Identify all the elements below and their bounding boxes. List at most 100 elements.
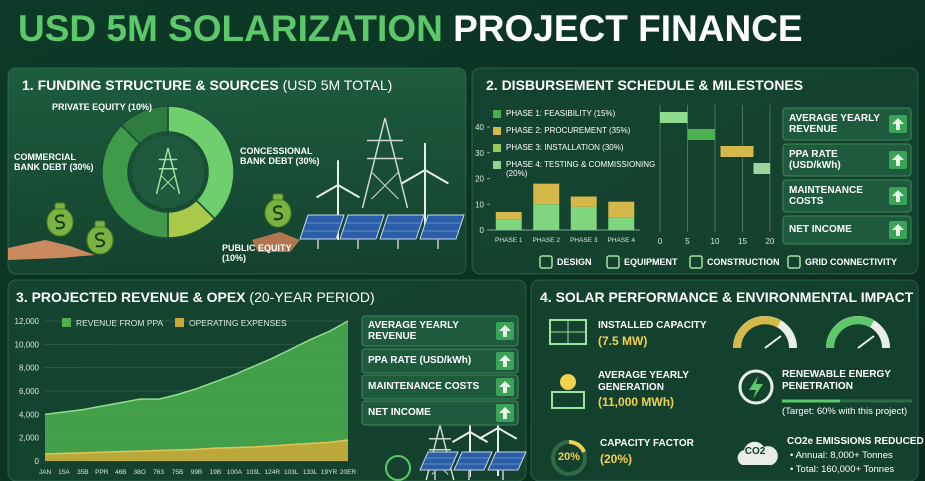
x-tick-label: 133L xyxy=(303,469,318,476)
y-tick-label: 10 xyxy=(475,200,484,209)
x-tick-label: 103L xyxy=(246,469,261,476)
metric-value: (7.5 MW) xyxy=(598,334,648,348)
donut-center xyxy=(132,136,204,208)
x-tick-label: 19YR xyxy=(321,469,338,476)
up-arrow xyxy=(892,154,904,166)
card xyxy=(361,315,519,347)
heading-note: (20-YEAR PERIOD) xyxy=(249,289,375,305)
gauge-fill xyxy=(826,316,874,349)
card xyxy=(782,107,912,141)
card xyxy=(782,215,912,245)
y-tick-label: 0 xyxy=(480,226,485,235)
bar-segment xyxy=(495,219,522,230)
donut-segment xyxy=(167,105,235,220)
milestone-label: DESIGN xyxy=(557,257,592,267)
donut-label: PRIVATE EQUITY (10%) xyxy=(52,102,153,112)
legend-swatch xyxy=(493,110,501,118)
sun-panel xyxy=(551,391,585,409)
card-label: PPA RATE (USD/kWh) xyxy=(368,355,472,367)
donut-segment xyxy=(120,105,169,145)
pylon xyxy=(155,147,181,195)
metric-value: (20%) xyxy=(600,452,633,466)
icon-label: CO2 xyxy=(744,446,766,457)
metric-label: CO2e EMISSIONS REDUCED xyxy=(787,436,924,447)
solar-panel xyxy=(299,214,345,240)
legend-label: PHASE 4: TESTING & COMMISSIONING (20%) xyxy=(506,160,656,179)
x-tick-label: 100A xyxy=(227,469,243,476)
milestone-label: GRID CONNECTIVITY xyxy=(805,257,898,267)
milestone-icon xyxy=(787,255,801,269)
x-tick-label: PHASE 1 xyxy=(495,237,523,244)
y-tick-label: 4,000 xyxy=(19,410,40,419)
x-tick-label: 10 xyxy=(711,237,720,246)
bar-segment xyxy=(533,204,560,230)
milestone-icon xyxy=(689,255,703,269)
ring-arc xyxy=(568,439,586,453)
y-tick-label: 6,000 xyxy=(19,387,40,396)
area-fill xyxy=(45,321,348,461)
hand xyxy=(252,232,300,252)
donut-segment xyxy=(101,124,169,239)
bar-segment xyxy=(570,196,597,207)
heading: 3. PROJECTED REVENUE & OPEX xyxy=(16,289,246,305)
heading: 2. DISBURSEMENT SCHEDULE & MILESTONES xyxy=(486,77,804,93)
x-tick-label: PHASE 2 xyxy=(533,237,561,244)
hand xyxy=(8,240,95,260)
y-tick-label: 12,000 xyxy=(15,317,40,326)
heading: 4. SOLAR PERFORMANCE & ENVIRONMENTAL IMP… xyxy=(540,289,914,305)
bar-segment xyxy=(570,206,597,230)
title-accent: USD 5M SOLARIZATION xyxy=(18,8,443,49)
y-tick-label: 30 xyxy=(475,149,484,158)
y-tick-label: 40 xyxy=(475,123,484,132)
card-label: PPA RATE (USD/kWh) xyxy=(789,148,841,172)
gauge-fill xyxy=(733,316,781,349)
legend-label: PHASE 1: FEASIBILITY (15%) xyxy=(506,109,616,118)
card xyxy=(361,348,519,374)
up-arrow xyxy=(499,381,511,393)
x-tick-label: 5 xyxy=(685,237,690,246)
x-tick-label: 763 xyxy=(153,469,164,476)
donut-label: PUBLIC EQUITY (10%) xyxy=(222,243,292,264)
section-heading: 3. PROJECTED REVENUE & OPEX (20-YEAR PER… xyxy=(16,289,375,305)
bar-segment xyxy=(533,183,560,205)
area-fill xyxy=(45,440,348,461)
card xyxy=(782,179,912,213)
card-label: MAINTENANCE COSTS xyxy=(789,184,863,208)
milestone-icon xyxy=(539,255,553,269)
turbine-blade xyxy=(497,427,518,440)
bar-segment xyxy=(495,211,522,220)
x-tick-label: 20 xyxy=(766,237,775,246)
bar-segment xyxy=(608,217,635,230)
x-tick-label: 99B xyxy=(191,469,203,476)
panel xyxy=(530,279,919,481)
metric-label: RENEWABLE ENERGY PENETRATION xyxy=(782,369,891,392)
x-tick-label: 0 xyxy=(658,237,663,246)
up-arrow xyxy=(892,190,904,202)
area-line xyxy=(44,320,349,416)
gantt-bar xyxy=(720,146,754,157)
pylon-brace xyxy=(160,175,176,190)
up-arrow xyxy=(892,224,904,236)
metric-label: AVERAGE YEARLY GENERATION xyxy=(598,370,689,393)
x-tick-label: 124R xyxy=(264,469,280,476)
up-arrow xyxy=(499,355,511,367)
milestone-label: EQUIPMENT xyxy=(624,257,678,267)
section-heading: 2. DISBURSEMENT SCHEDULE & MILESTONES xyxy=(486,77,803,93)
pylon-brace xyxy=(371,171,399,200)
legend-swatch xyxy=(493,144,501,152)
gantt-bar xyxy=(687,129,715,140)
legend-label: PHASE 3: INSTALLATION (30%) xyxy=(506,143,624,152)
leaf-icon xyxy=(385,455,411,481)
card xyxy=(361,374,519,400)
gantt-bar xyxy=(660,112,688,123)
y-tick-label: 10,000 xyxy=(15,340,40,349)
money-sign xyxy=(54,214,66,230)
metric-label: CAPACITY FACTOR xyxy=(600,438,694,449)
cloud-icon xyxy=(737,441,778,465)
milestone-label: CONSTRUCTION xyxy=(707,257,780,267)
gantt-bar xyxy=(753,163,770,174)
card xyxy=(361,400,519,426)
money-sign xyxy=(94,232,106,248)
turbine-blade xyxy=(337,184,360,199)
